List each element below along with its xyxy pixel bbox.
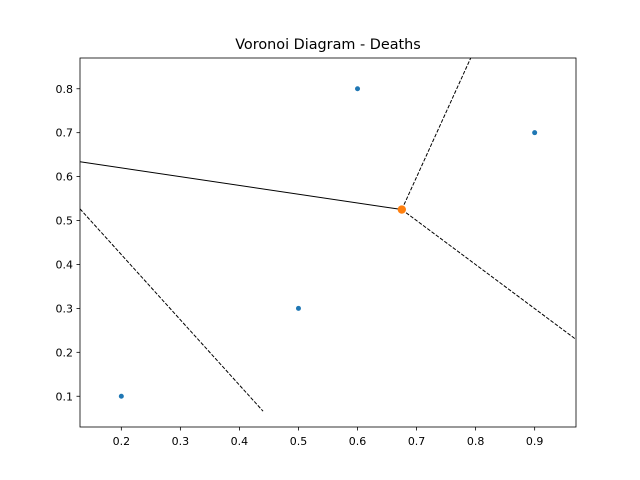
y-tick-label: 0.3 [56,302,74,315]
x-tick-label: 0.4 [231,435,249,448]
x-tick-label: 0.9 [526,435,544,448]
data-point-4 [532,130,538,136]
x-axis-ticks: 0.2 0.3 0.4 0.5 0.6 0.7 0.8 0.9 [113,427,544,448]
input-points [118,86,538,399]
data-point-2 [295,305,301,311]
chart-title: Voronoi Diagram - Deaths [235,37,421,53]
y-tick-label: 0.7 [56,127,74,140]
x-tick-label: 0.2 [113,435,131,448]
x-tick-label: 0.3 [172,435,190,448]
y-tick-label: 0.8 [56,83,74,96]
x-tick-label: 0.7 [408,435,426,448]
y-tick-label: 0.1 [56,390,74,403]
y-tick-label: 0.6 [56,171,74,184]
y-axis-ticks: 0.1 0.2 0.3 0.4 0.5 0.6 0.7 0.8 [56,83,80,403]
y-tick-label: 0.5 [56,215,74,228]
voronoi-ridge-1-solid [80,161,402,211]
voronoi-vertices [397,205,407,214]
data-point-3 [355,86,361,92]
voronoi-ridges [80,58,576,412]
voronoi-ridge-2-dashed [401,58,472,210]
voronoi-vertex-1 [397,205,407,214]
voronoi-ridge-3-dashed [401,209,576,340]
x-tick-label: 0.8 [467,435,485,448]
x-tick-label: 0.6 [349,435,367,448]
x-tick-label: 0.5 [290,435,308,448]
voronoi-ridge-4-dashed [80,208,264,412]
plot-frame [79,57,577,428]
y-tick-label: 0.2 [56,346,74,359]
y-tick-label: 0.4 [56,258,74,271]
data-point-1 [118,393,124,399]
